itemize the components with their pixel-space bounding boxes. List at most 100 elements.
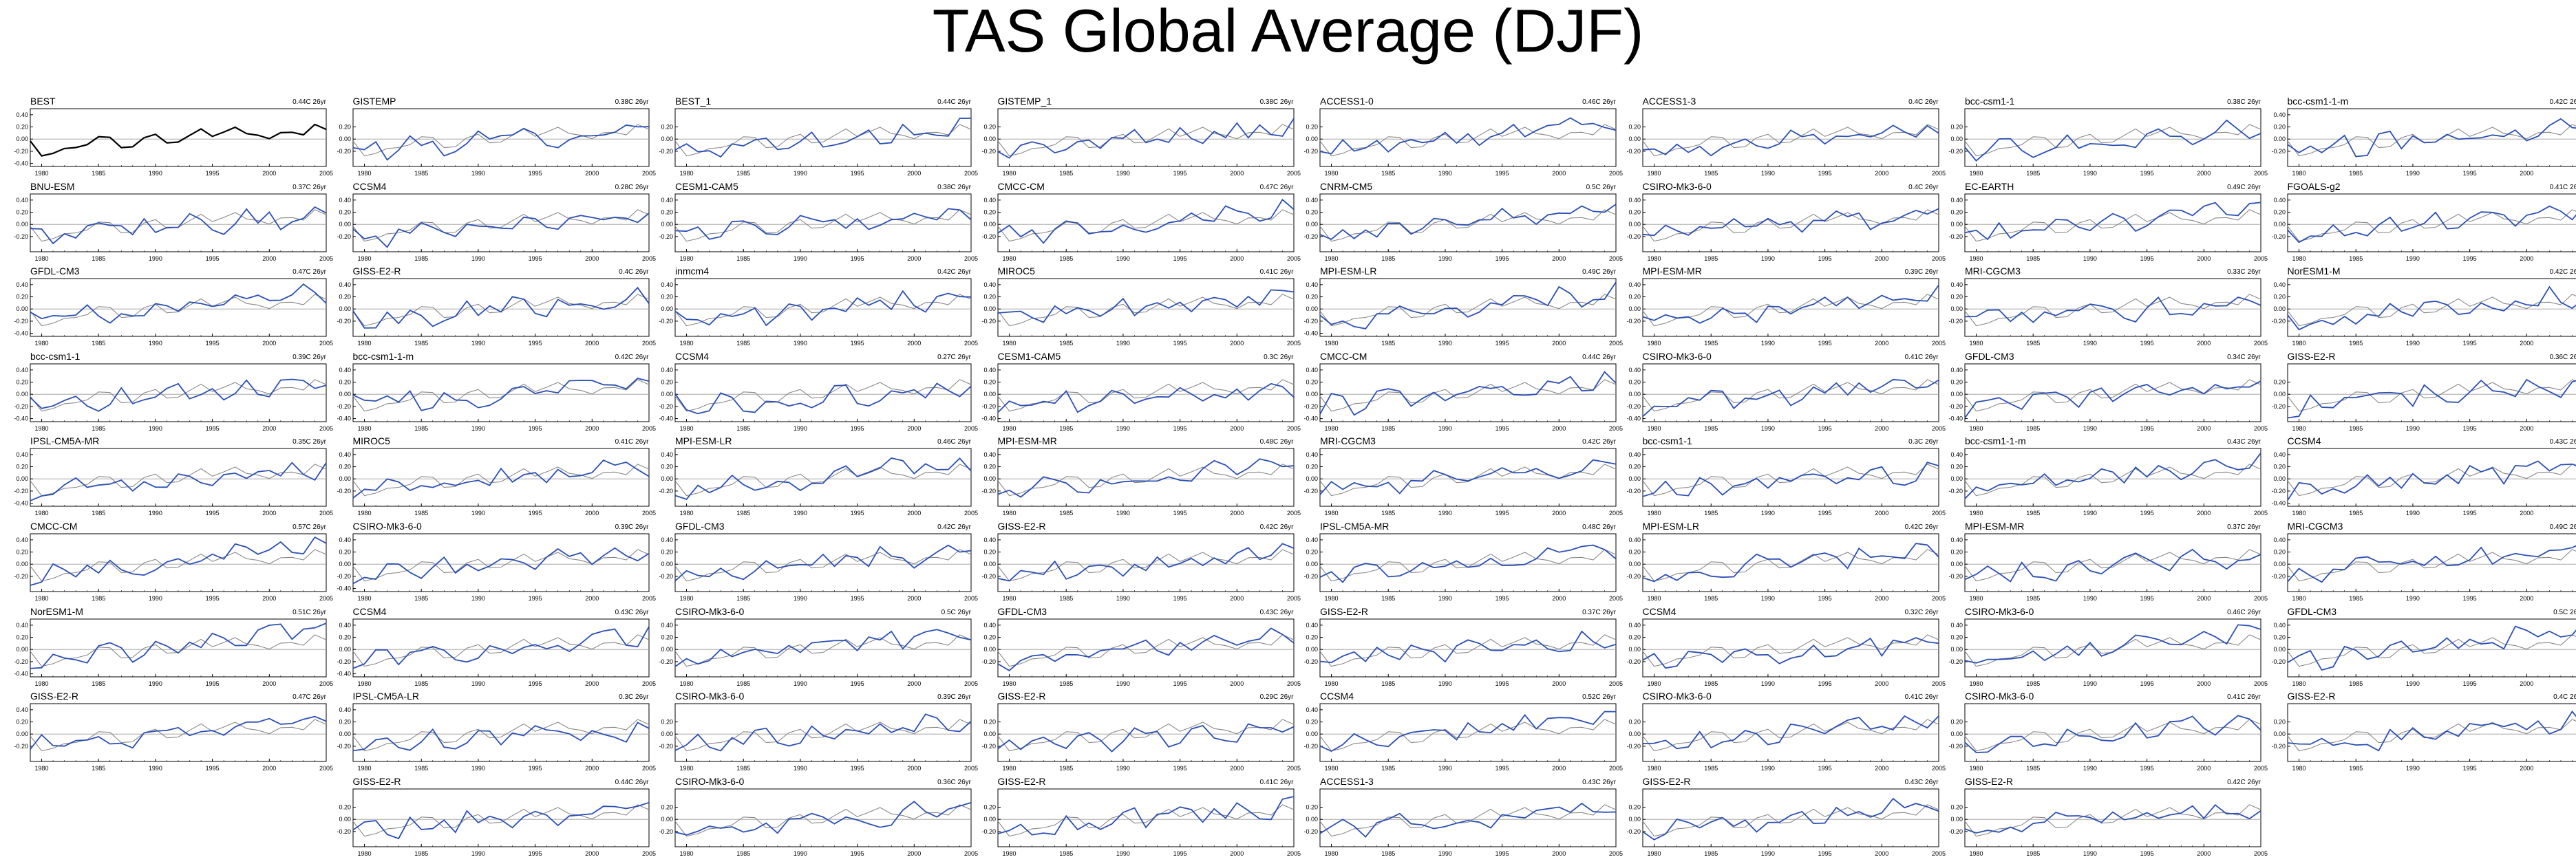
y-tick-label: -0.20 xyxy=(2271,488,2286,495)
y-tick-label: 0.00 xyxy=(16,136,28,142)
panel-frame xyxy=(353,704,649,761)
y-tick-label: -0.40 xyxy=(981,415,996,422)
y-tick-label: -0.20 xyxy=(2271,318,2286,325)
x-tick-label: 2000 xyxy=(907,765,921,772)
y-tick-label: 0.00 xyxy=(1950,646,1963,653)
panel-trend-label: 0.47C 26yr xyxy=(1211,184,1294,191)
y-tick-label: -0.20 xyxy=(1948,318,1963,325)
panel-trend-label: 0.41C 26yr xyxy=(2501,184,2576,191)
y-tick-label: 0.00 xyxy=(983,305,996,312)
y-tick-label: 0.40 xyxy=(661,367,673,374)
y-tick-label: -0.20 xyxy=(981,403,996,410)
y-tick-label: -0.20 xyxy=(659,232,673,239)
x-tick-label: 1995 xyxy=(851,170,864,177)
panel-frame xyxy=(1320,789,1616,847)
panel-title: bcc-csm1-1-m xyxy=(353,351,414,361)
y-tick-label: -0.20 xyxy=(1303,403,1318,410)
model-series-line xyxy=(675,629,971,667)
x-tick-label: 2000 xyxy=(262,340,276,347)
y-tick-label: 0.00 xyxy=(983,136,996,142)
y-tick-label: 0.00 xyxy=(983,476,996,483)
x-tick-label: 1990 xyxy=(794,255,807,262)
x-tick-label: 2000 xyxy=(585,340,599,347)
panel-title: MPI-ESM-LR xyxy=(675,436,732,446)
panel-frame xyxy=(1320,364,1616,422)
y-tick-label: 0.40 xyxy=(2273,281,2286,288)
x-tick-label: 1990 xyxy=(1116,850,1129,857)
reference-series-line xyxy=(353,634,649,666)
model-series-line xyxy=(1320,460,1616,495)
panel-frame xyxy=(675,534,971,592)
x-tick-label: 1985 xyxy=(2349,765,2363,772)
x-tick-label: 1985 xyxy=(92,510,105,517)
panel-trend-label: 0.5C 26yr xyxy=(1533,184,1616,191)
x-tick-label: 1980 xyxy=(1647,765,1661,772)
x-tick-label: 2000 xyxy=(2520,425,2533,432)
x-tick-label: 1995 xyxy=(1173,765,1186,772)
y-tick-label: 0.40 xyxy=(983,537,996,543)
x-tick-label: 1985 xyxy=(736,850,750,857)
panel-frame xyxy=(1320,534,1616,592)
x-tick-label: 1995 xyxy=(851,425,864,432)
panel-title: GISS-E2-R xyxy=(998,691,1046,701)
x-tick-label: 1980 xyxy=(2292,680,2306,687)
x-tick-label: 1995 xyxy=(1173,340,1186,347)
y-tick-label: 0.00 xyxy=(1306,561,1318,567)
reference-series-line xyxy=(998,125,1294,156)
y-tick-label: 0.40 xyxy=(2273,196,2286,203)
x-tick-label: 1980 xyxy=(357,170,371,177)
x-tick-label: 1985 xyxy=(2026,680,2040,687)
y-tick-label: -0.20 xyxy=(1626,232,1641,239)
x-tick-label: 2000 xyxy=(2197,255,2211,262)
x-tick-label: 2000 xyxy=(1552,850,1566,857)
x-tick-label: 1980 xyxy=(2292,765,2306,772)
y-tick-label: -0.40 xyxy=(14,670,28,677)
panel-frame xyxy=(1965,448,2261,506)
x-tick-label: 1990 xyxy=(2083,765,2097,772)
y-tick-label: 0.20 xyxy=(1306,124,1318,131)
y-tick-label: 0.20 xyxy=(1628,549,1641,556)
panel-frame xyxy=(2288,194,2576,252)
x-tick-label: 1995 xyxy=(528,680,542,687)
x-tick-label: 1990 xyxy=(2405,595,2419,602)
panel-trend-label: 0.46C 26yr xyxy=(888,439,971,446)
panel-trend-label: 0.38C 26yr xyxy=(1211,99,1294,106)
x-tick-label: 2000 xyxy=(907,340,921,347)
x-tick-label: 1985 xyxy=(1381,595,1395,602)
x-tick-label: 2000 xyxy=(1875,680,1888,687)
x-tick-label: 2000 xyxy=(1230,680,1244,687)
x-tick-label: 1980 xyxy=(35,510,49,517)
x-tick-label: 2000 xyxy=(1875,510,1888,517)
x-tick-label: 1980 xyxy=(1325,510,1339,517)
y-tick-label: 0.40 xyxy=(983,281,996,288)
x-tick-label: 1980 xyxy=(1325,765,1339,772)
x-tick-label: 1995 xyxy=(2140,425,2154,432)
panel-title: GISS-E2-R xyxy=(2288,691,2336,701)
model-series-line xyxy=(1643,638,1939,668)
x-tick-label: 2000 xyxy=(262,595,276,602)
x-tick-label: 1995 xyxy=(206,765,220,772)
x-tick-label: 1980 xyxy=(1002,170,1016,177)
panel-frame xyxy=(675,364,971,422)
x-tick-label: 1985 xyxy=(2026,765,2040,772)
y-tick-label: -0.20 xyxy=(337,232,351,239)
x-tick-label: 1985 xyxy=(1704,255,1718,262)
x-tick-label: 1995 xyxy=(2462,255,2476,262)
panel-title: GISTEMP xyxy=(353,96,396,106)
reference-series-line xyxy=(1320,550,1616,581)
y-tick-label: 0.40 xyxy=(661,451,673,458)
y-tick-label: 0.20 xyxy=(1306,208,1318,215)
y-tick-label: 0.20 xyxy=(2273,464,2286,470)
model-series-line xyxy=(2288,712,2576,751)
x-tick-label: 1985 xyxy=(1381,680,1395,687)
model-series-line xyxy=(1320,371,1616,415)
x-tick-label: 1980 xyxy=(680,850,694,857)
y-tick-label: -0.40 xyxy=(2271,500,2286,507)
x-tick-label: 1995 xyxy=(528,595,542,602)
panel-trend-label: 0.3C 26yr xyxy=(1856,439,1939,446)
panel-title: ACCESS1-3 xyxy=(1643,96,1696,106)
